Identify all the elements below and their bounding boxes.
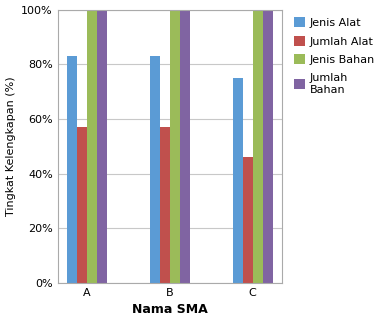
Bar [180,10,190,283]
Bar [87,10,97,283]
Bar [243,157,253,283]
Bar [150,56,160,283]
X-axis label: Nama SMA: Nama SMA [132,303,207,317]
Bar [77,127,87,283]
Bar [253,10,263,283]
Y-axis label: Tingkat Kelengkapan (%): Tingkat Kelengkapan (%) [5,77,16,216]
Bar [263,10,273,283]
Bar [170,10,180,283]
Bar [160,127,170,283]
Bar [67,56,77,283]
Legend: Jenis Alat, Jumlah Alat, Jenis Bahan, Jumlah
Bahan: Jenis Alat, Jumlah Alat, Jenis Bahan, Ju… [292,15,377,97]
Bar [97,10,107,283]
Bar [233,78,243,283]
